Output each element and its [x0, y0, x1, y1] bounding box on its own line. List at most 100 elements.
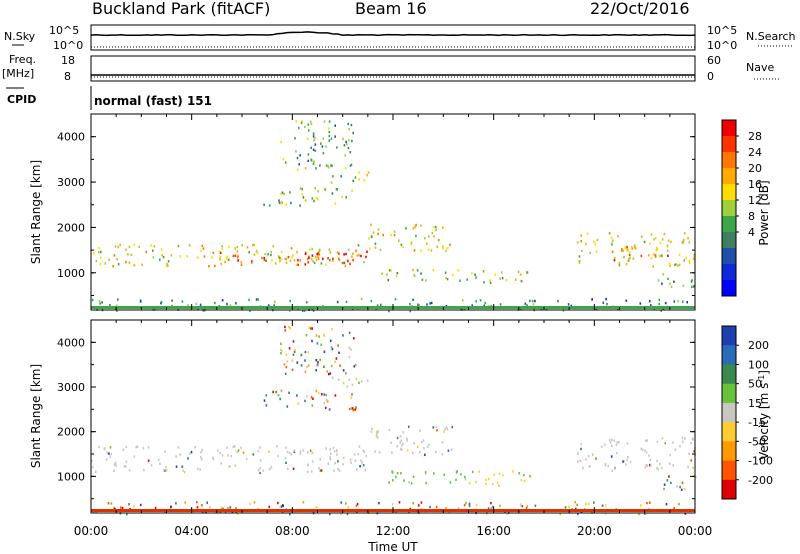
range-cell — [661, 466, 663, 470]
range-cell — [413, 274, 416, 278]
range-cell — [275, 390, 277, 394]
range-cell — [115, 464, 117, 467]
range-cell — [340, 501, 342, 504]
range-cell — [317, 255, 319, 258]
range-cell — [201, 244, 204, 248]
range-cell — [665, 503, 668, 506]
y-tick-label: 2000 — [57, 426, 85, 439]
range-cell — [114, 245, 117, 248]
range-cell — [394, 298, 397, 301]
range-cell — [219, 452, 221, 455]
range-cell — [322, 137, 325, 140]
noise-strip: N.Sky 10^5 10^0 10^5 10^0 N.Search — [4, 24, 796, 52]
range-cell — [678, 263, 681, 266]
range-cell — [640, 235, 643, 238]
range-cell — [475, 276, 477, 279]
range-cell — [370, 430, 373, 433]
range-cell — [109, 303, 111, 307]
range-cell — [417, 445, 419, 449]
range-cell — [433, 472, 435, 475]
range-cell — [257, 469, 260, 472]
range-cell — [226, 302, 228, 306]
velocity-colorbar: 200 100 50 15 -15 -50 -100 -200 — [721, 325, 773, 500]
range-cell — [356, 502, 359, 506]
range-cell — [332, 257, 334, 260]
range-cell — [436, 429, 438, 432]
range-cell — [351, 139, 353, 143]
range-cell — [614, 467, 616, 470]
range-cell — [315, 258, 318, 262]
range-cell — [311, 247, 313, 251]
range-cell — [578, 261, 581, 264]
range-cell — [287, 255, 290, 259]
range-cell — [426, 242, 428, 245]
range-cell — [644, 512, 646, 515]
range-cell — [519, 273, 522, 276]
range-cell — [320, 262, 323, 265]
range-cell — [312, 259, 314, 263]
nsearch-label: N.Search — [746, 30, 796, 43]
range-cell — [580, 234, 583, 237]
range-cell — [474, 273, 476, 276]
range-cell — [329, 457, 332, 461]
range-cell — [388, 428, 391, 432]
range-cell — [443, 430, 445, 433]
velocity-y-axis: 1000 2000 3000 4000 — [57, 336, 695, 500]
range-cell — [357, 307, 359, 311]
range-cell — [245, 457, 248, 461]
range-cell — [284, 372, 287, 375]
range-cell — [293, 449, 296, 452]
range-cell — [277, 454, 279, 458]
range-cell — [625, 262, 628, 266]
range-cell — [406, 439, 408, 442]
range-cell — [348, 355, 351, 359]
range-cell — [436, 245, 438, 248]
range-cell — [372, 231, 375, 234]
range-cell — [633, 246, 636, 249]
range-cell — [228, 245, 230, 248]
range-cell — [115, 304, 118, 307]
range-cell — [318, 248, 321, 251]
range-cell — [181, 300, 184, 303]
range-cell — [165, 265, 168, 268]
time-tick-label: 00:00 — [678, 524, 713, 538]
range-cell — [445, 507, 447, 510]
range-cell — [289, 327, 292, 330]
range-cell — [342, 137, 344, 141]
range-cell — [253, 501, 256, 504]
range-cell — [323, 188, 326, 191]
range-cell — [292, 340, 295, 343]
range-cell — [402, 431, 405, 434]
range-cell — [353, 453, 356, 456]
range-cell — [328, 134, 331, 138]
range-cell — [338, 257, 340, 260]
range-cell — [400, 243, 403, 246]
range-cell — [688, 452, 690, 455]
range-cell — [315, 196, 318, 200]
range-cell — [615, 443, 618, 447]
range-cell — [203, 255, 206, 258]
range-cell — [667, 254, 669, 257]
range-cell — [304, 125, 306, 129]
range-cell — [323, 120, 326, 123]
range-cell — [634, 247, 637, 250]
range-cell — [119, 243, 121, 247]
range-cell — [351, 255, 353, 258]
range-cell — [276, 445, 278, 448]
range-cell — [350, 461, 352, 464]
velocity-frame — [90, 319, 696, 514]
nsearch-scale-bottom: 10^0 — [707, 39, 737, 52]
range-cell — [386, 273, 388, 276]
range-cell — [315, 256, 317, 259]
range-cell — [666, 249, 669, 252]
range-cell — [286, 450, 289, 454]
cpid-label: CPID — [7, 93, 36, 106]
range-cell — [471, 304, 473, 307]
range-cell — [128, 245, 131, 249]
range-cell — [109, 446, 112, 449]
range-cell — [435, 450, 437, 454]
range-cell — [345, 300, 348, 303]
range-cell — [235, 507, 237, 510]
range-cell — [679, 445, 681, 448]
